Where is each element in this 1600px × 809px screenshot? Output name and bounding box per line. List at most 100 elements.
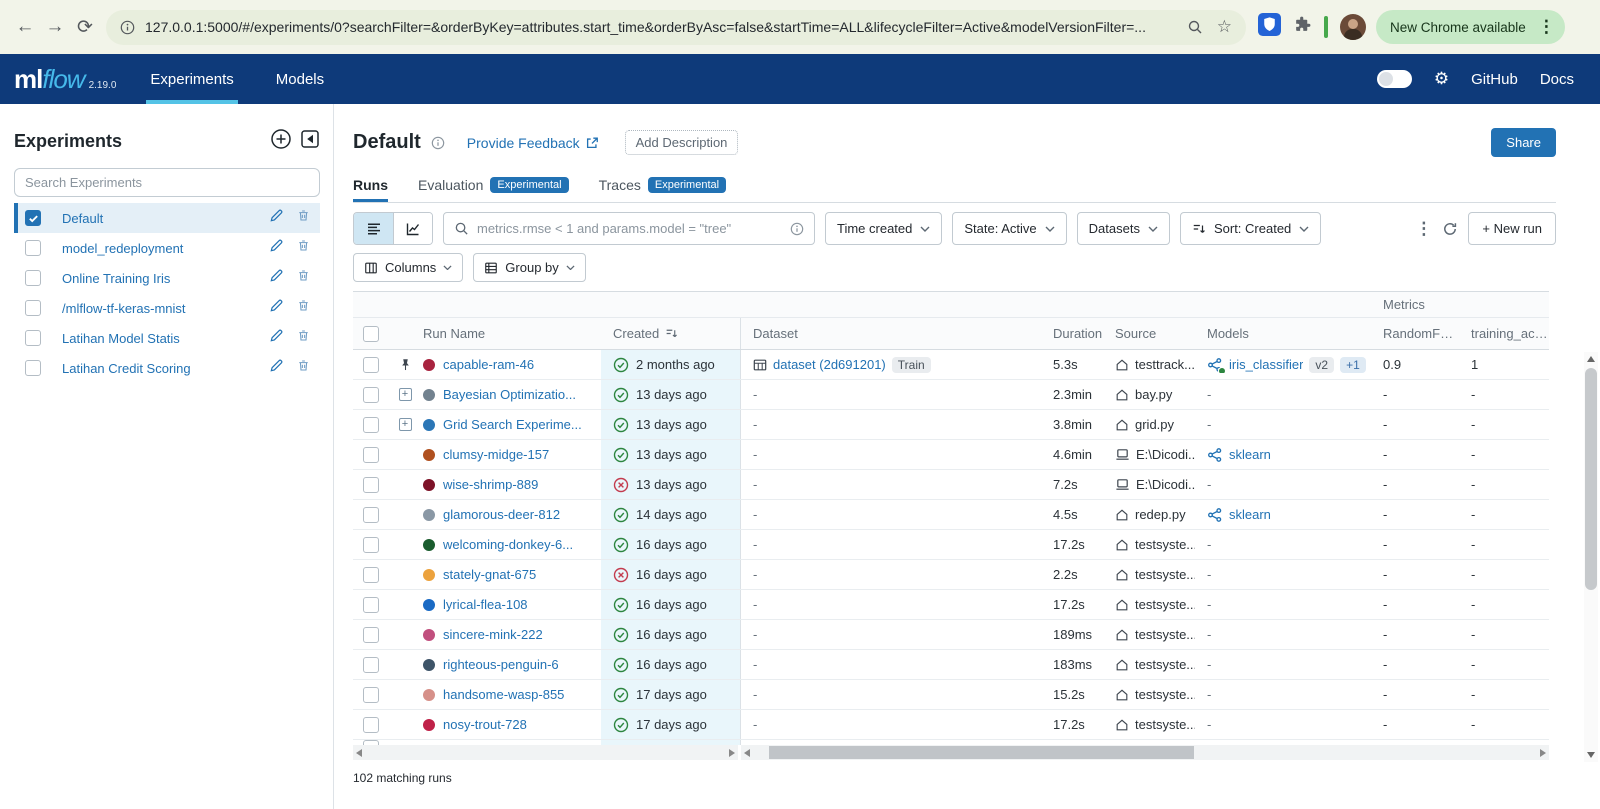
url-text[interactable]: 127.0.0.1:5000/#/experiments/0?searchFil… bbox=[145, 19, 1146, 35]
sort-dropdown[interactable]: Sort: Created bbox=[1179, 212, 1322, 245]
delete-trash-icon[interactable] bbox=[297, 209, 310, 227]
collapse-sidebar-icon[interactable] bbox=[300, 129, 320, 154]
edit-pencil-icon[interactable] bbox=[269, 328, 284, 348]
run-checkbox[interactable] bbox=[363, 656, 379, 673]
run-checkbox[interactable] bbox=[363, 596, 379, 613]
table-horizontal-scrollbar[interactable] bbox=[741, 745, 1549, 760]
mlflow-logo[interactable]: ml flow 2.19.0 bbox=[14, 64, 116, 95]
run-checkbox[interactable] bbox=[363, 566, 379, 583]
scroll-left-icon[interactable] bbox=[356, 748, 362, 757]
sort-order-icon[interactable] bbox=[665, 327, 678, 340]
header-duration[interactable]: Duration bbox=[1053, 326, 1103, 341]
experiment-list-item[interactable]: Latihan Model Statis bbox=[14, 323, 320, 353]
run-name-link[interactable]: wise-shrimp-889 bbox=[443, 477, 539, 492]
settings-gear-icon[interactable]: ⚙ bbox=[1433, 69, 1450, 88]
header-run-name[interactable]: Run Name bbox=[423, 326, 486, 341]
run-search-input[interactable] bbox=[477, 221, 782, 236]
pinned-columns-scrollbar[interactable] bbox=[353, 745, 741, 760]
model-extra-tag[interactable]: +1 bbox=[1340, 356, 1366, 373]
run-checkbox[interactable] bbox=[363, 716, 379, 733]
share-button[interactable]: Share bbox=[1491, 128, 1556, 157]
browser-menu-icon[interactable]: ⋮ bbox=[1537, 17, 1555, 36]
experiment-list-item[interactable]: Online Training Iris bbox=[14, 263, 320, 293]
scroll-right-icon[interactable] bbox=[1540, 748, 1546, 757]
edit-pencil-icon[interactable] bbox=[269, 268, 284, 288]
refresh-button[interactable] bbox=[1442, 221, 1458, 237]
experiment-checkbox-checked[interactable] bbox=[25, 210, 41, 226]
pin-icon[interactable] bbox=[399, 358, 412, 371]
run-name-link[interactable]: Grid Search Experime... bbox=[443, 417, 582, 432]
tab-runs[interactable]: Runs bbox=[353, 177, 388, 202]
run-name-link[interactable]: sincere-mink-222 bbox=[443, 627, 543, 642]
scrollbar-thumb[interactable] bbox=[1585, 368, 1597, 590]
run-checkbox[interactable] bbox=[363, 386, 379, 403]
header-metric-training-accuracy[interactable]: training_accurac bbox=[1471, 326, 1549, 341]
tab-evaluation[interactable]: Evaluation Experimental bbox=[418, 177, 569, 202]
experiment-name-link[interactable]: Default bbox=[62, 210, 104, 226]
provide-feedback-link[interactable]: Provide Feedback bbox=[467, 135, 599, 151]
add-description-button[interactable]: Add Description bbox=[624, 130, 739, 155]
run-name-link[interactable]: capable-ram-46 bbox=[443, 357, 535, 372]
run-name-link[interactable]: clumsy-midge-157 bbox=[443, 447, 550, 462]
site-info-icon[interactable] bbox=[120, 20, 135, 35]
delete-trash-icon[interactable] bbox=[297, 299, 310, 317]
run-name-link[interactable]: lyrical-flea-108 bbox=[443, 597, 528, 612]
chart-view-button[interactable] bbox=[393, 213, 432, 244]
scroll-up-icon[interactable] bbox=[1587, 356, 1595, 362]
run-checkbox[interactable] bbox=[363, 536, 379, 553]
experiment-info-icon[interactable] bbox=[431, 136, 445, 150]
search-tabs-icon[interactable] bbox=[1187, 19, 1203, 35]
scroll-down-icon[interactable] bbox=[1587, 752, 1595, 758]
state-filter[interactable]: State: Active bbox=[952, 212, 1067, 245]
run-name-link[interactable]: welcoming-donkey-6... bbox=[443, 537, 574, 552]
run-checkbox[interactable] bbox=[363, 626, 379, 643]
delete-trash-icon[interactable] bbox=[297, 359, 310, 377]
nav-models[interactable]: Models bbox=[275, 70, 325, 88]
more-options-icon[interactable]: ⋮ bbox=[1415, 218, 1433, 238]
run-checkbox[interactable] bbox=[363, 686, 379, 703]
browser-forward-icon[interactable]: → bbox=[45, 16, 65, 37]
columns-dropdown[interactable]: Columns bbox=[353, 253, 464, 282]
experiment-name-link[interactable]: Online Training Iris bbox=[62, 270, 171, 286]
bookmark-star-icon[interactable]: ☆ bbox=[1216, 17, 1232, 36]
delete-trash-icon[interactable] bbox=[297, 329, 310, 347]
edit-pencil-icon[interactable] bbox=[269, 298, 284, 318]
experiment-name-link[interactable]: Latihan Credit Scoring bbox=[62, 360, 191, 376]
new-run-button[interactable]: + New run bbox=[1468, 212, 1556, 245]
experiment-list-item[interactable]: model_redeployment bbox=[14, 233, 320, 263]
edit-pencil-icon[interactable] bbox=[269, 238, 284, 258]
experiment-name-link[interactable]: model_redeployment bbox=[62, 240, 184, 256]
run-checkbox[interactable] bbox=[363, 476, 379, 493]
experiment-list-item[interactable]: /mlflow-tf-keras-mnist bbox=[14, 293, 320, 323]
edit-pencil-icon[interactable] bbox=[269, 208, 284, 228]
edit-pencil-icon[interactable] bbox=[269, 358, 284, 378]
run-name-link[interactable]: stately-gnat-675 bbox=[443, 567, 537, 582]
time-created-filter[interactable]: Time created bbox=[825, 212, 943, 245]
model-entry[interactable]: iris_classifier v2 +1 bbox=[1207, 356, 1371, 373]
experiment-checkbox[interactable] bbox=[25, 330, 41, 346]
scroll-right-icon[interactable] bbox=[729, 748, 735, 757]
header-metric-randomforest[interactable]: RandomForestC bbox=[1383, 326, 1459, 341]
experiment-checkbox[interactable] bbox=[25, 300, 41, 316]
tab-traces[interactable]: Traces Experimental bbox=[599, 177, 727, 202]
experiment-list-item[interactable]: Default bbox=[14, 203, 320, 233]
extensions-puzzle-icon[interactable] bbox=[1293, 15, 1312, 39]
run-name-link[interactable]: nosy-trout-728 bbox=[443, 717, 527, 732]
header-created[interactable]: Created bbox=[601, 318, 741, 349]
delete-trash-icon[interactable] bbox=[297, 269, 310, 287]
run-name-link[interactable]: glamorous-deer-812 bbox=[443, 507, 561, 522]
model-name-link[interactable]: sklearn bbox=[1229, 447, 1271, 462]
experiment-name-link[interactable]: Latihan Model Statis bbox=[62, 330, 180, 346]
password-extension-icon[interactable] bbox=[1258, 13, 1281, 41]
run-name-link[interactable]: Bayesian Optimizatio... bbox=[443, 387, 576, 402]
experiment-search-input[interactable] bbox=[14, 168, 320, 197]
run-checkbox[interactable] bbox=[363, 506, 379, 523]
expand-toggle-icon[interactable]: + bbox=[398, 388, 412, 401]
delete-trash-icon[interactable] bbox=[297, 239, 310, 257]
run-name-link[interactable]: righteous-penguin-6 bbox=[443, 657, 559, 672]
header-dataset[interactable]: Dataset bbox=[753, 326, 798, 341]
run-checkbox[interactable] bbox=[363, 446, 379, 463]
dataset-entry[interactable]: dataset (2d691201) Train bbox=[753, 356, 1041, 373]
run-name-link[interactable]: handsome-wasp-855 bbox=[443, 687, 565, 702]
run-checkbox[interactable] bbox=[363, 356, 379, 373]
